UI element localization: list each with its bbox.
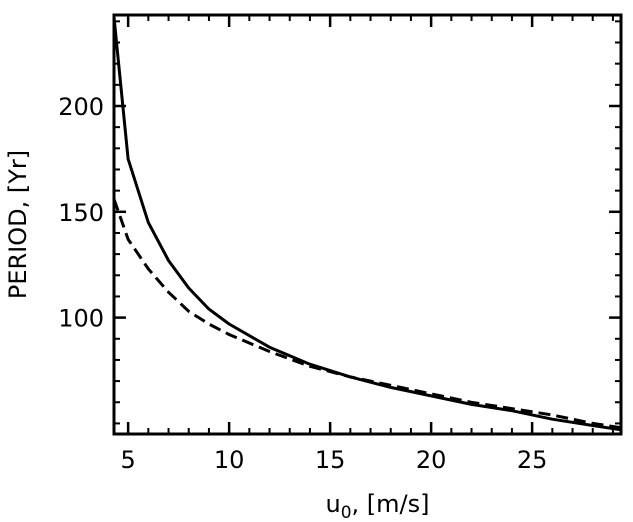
- x-axis-label-rest: , [m/s]: [352, 490, 430, 518]
- y-tick-label: 200: [58, 93, 104, 121]
- x-axis-label-main: u: [326, 490, 341, 518]
- tick-labels: 5 10 15 20 25 100 150 200: [58, 93, 547, 474]
- x-tick-label: 20: [416, 446, 447, 474]
- x-axis-label-subscript: 0: [341, 503, 352, 522]
- y-tick-label: 150: [58, 199, 104, 227]
- series-line-dashed: [112, 198, 622, 430]
- x-tick-label: 25: [517, 446, 548, 474]
- y-tick-label: 100: [58, 305, 104, 333]
- x-tick-label: 15: [315, 446, 346, 474]
- x-tick-label: 10: [214, 446, 245, 474]
- series-lines: [112, 16, 622, 432]
- plot-frame: [112, 13, 623, 436]
- ticks: [114, 15, 621, 434]
- x-tick-label: 5: [120, 446, 135, 474]
- series-line-solid: [112, 16, 622, 432]
- y-axis-label: PERIOD, [Yr]: [4, 150, 32, 299]
- x-axis-label: u0, [m/s]: [326, 490, 430, 522]
